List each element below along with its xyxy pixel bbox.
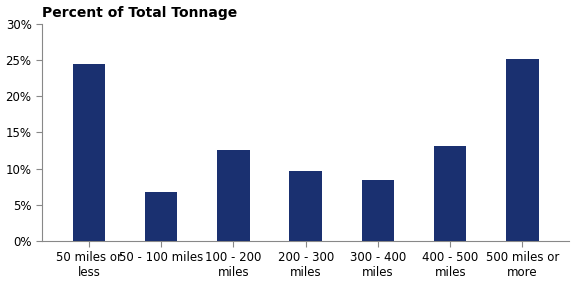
Bar	[289, 171, 322, 241]
Bar	[145, 192, 178, 241]
Bar	[72, 64, 105, 241]
Text: Percent of Total Tonnage: Percent of Total Tonnage	[42, 5, 237, 20]
Bar	[434, 146, 466, 241]
Bar	[362, 180, 394, 241]
Bar	[506, 59, 539, 241]
Bar	[217, 150, 250, 241]
